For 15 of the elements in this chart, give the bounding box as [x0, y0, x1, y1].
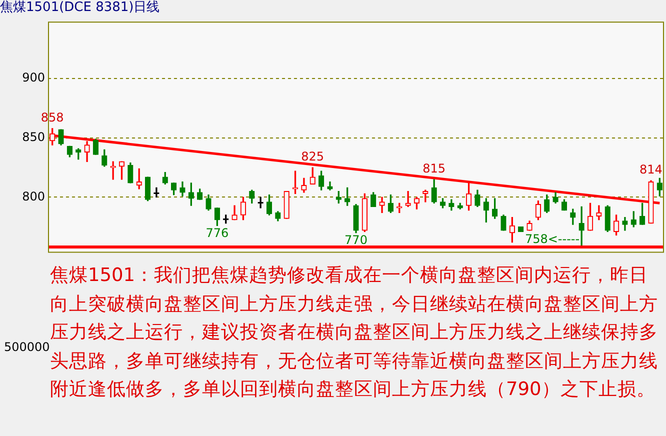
annotation: 815 [422, 162, 446, 176]
y-tick-label: 900 [22, 70, 45, 85]
candlestick [405, 190, 411, 208]
text: 焦煤1501：我们把焦煤趋势修改看成在一个横向盘整区间内运行，昨日向上突破横向盘整区间上方压力线走强，今日继续站在横向盘整区间上方压力线之上运行，建议投资者在横向盘整区间上方压力线之上继续保持多头思路，多单可继续持有，无仓位者可等待靠近横向盘整区间上方压力线附近逢低做多，多单以回到横向盘整区间上方压力线（790）之下止损。 [50, 264, 659, 402]
annotation: 825 [301, 150, 324, 164]
y-tick-label: 800 [22, 189, 45, 204]
annotation: 814 [640, 162, 662, 177]
y-tick-label: 850 [22, 130, 45, 144]
annotation: 758<----- [524, 232, 580, 246]
candlestick [110, 161, 116, 180]
text: 500000 [4, 340, 50, 354]
annotation: 770 [344, 232, 368, 247]
candlestick [578, 206, 584, 248]
chart-title: 焦煤1501(DCE 8381)日线 [0, 0, 160, 16]
annotation: 776 [206, 226, 229, 240]
